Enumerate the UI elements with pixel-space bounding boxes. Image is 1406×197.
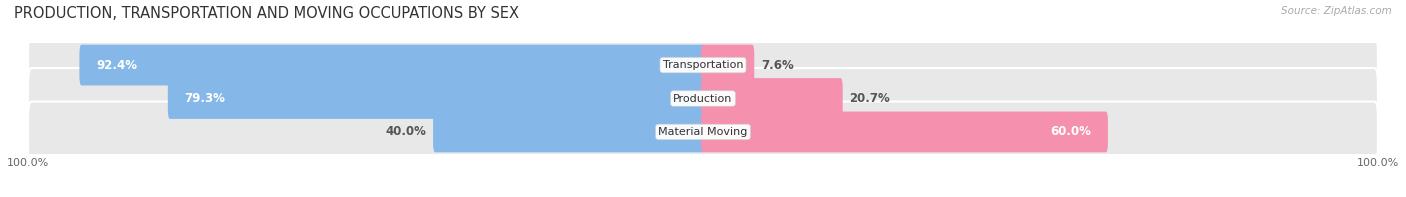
Text: Production: Production xyxy=(673,94,733,103)
FancyBboxPatch shape xyxy=(79,45,704,85)
Text: PRODUCTION, TRANSPORTATION AND MOVING OCCUPATIONS BY SEX: PRODUCTION, TRANSPORTATION AND MOVING OC… xyxy=(14,6,519,21)
Text: 20.7%: 20.7% xyxy=(849,92,890,105)
FancyBboxPatch shape xyxy=(702,78,842,119)
FancyBboxPatch shape xyxy=(28,68,1378,129)
Text: Source: ZipAtlas.com: Source: ZipAtlas.com xyxy=(1281,6,1392,16)
FancyBboxPatch shape xyxy=(167,78,704,119)
FancyBboxPatch shape xyxy=(702,112,1108,152)
Text: 60.0%: 60.0% xyxy=(1050,125,1091,138)
Text: 40.0%: 40.0% xyxy=(385,125,426,138)
Text: 7.6%: 7.6% xyxy=(761,59,794,72)
Text: Transportation: Transportation xyxy=(662,60,744,70)
FancyBboxPatch shape xyxy=(433,112,704,152)
FancyBboxPatch shape xyxy=(28,35,1378,96)
Text: 79.3%: 79.3% xyxy=(184,92,225,105)
FancyBboxPatch shape xyxy=(28,101,1378,162)
FancyBboxPatch shape xyxy=(702,45,754,85)
Text: Material Moving: Material Moving xyxy=(658,127,748,137)
Text: 92.4%: 92.4% xyxy=(96,59,138,72)
